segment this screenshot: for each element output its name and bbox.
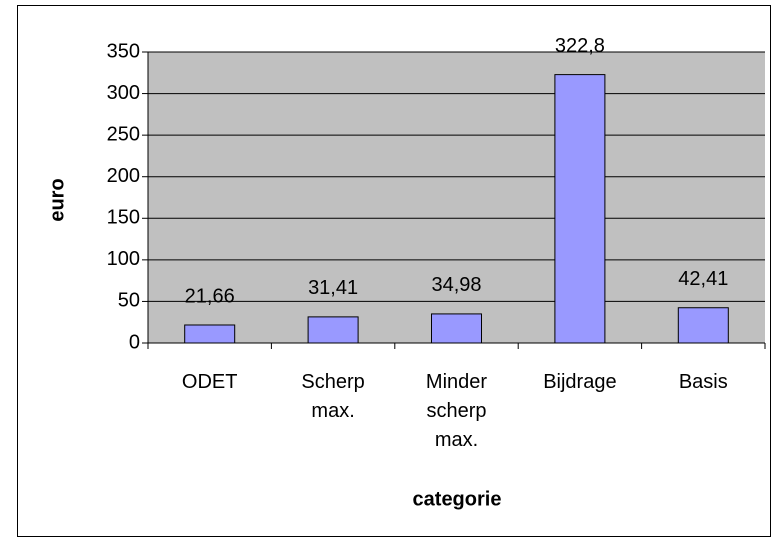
y-tick-label: 250 (107, 123, 140, 145)
value-label: 42,41 (678, 268, 728, 290)
y-tick-label: 100 (107, 248, 140, 270)
plot-area (148, 52, 765, 343)
bar (431, 313, 482, 344)
y-tick-label: 300 (107, 82, 140, 104)
y-tick-label: 0 (129, 331, 140, 353)
bar (307, 316, 359, 344)
x-tick-label: Minder scherp max. (426, 371, 487, 451)
value-label: 322,8 (555, 35, 605, 57)
value-label: 34,98 (431, 274, 481, 296)
x-tick-label: ODET (182, 371, 238, 393)
bar (554, 74, 606, 344)
y-tick-label: 50 (118, 290, 140, 312)
x-tick-label: Bijdrage (543, 371, 616, 393)
y-axis-label: euro (46, 178, 68, 221)
bar (184, 324, 236, 344)
y-tick-label: 150 (107, 207, 140, 229)
x-tick-label: Scherp max. (301, 371, 364, 422)
bar (677, 307, 729, 344)
value-label: 21,66 (185, 285, 235, 307)
y-tick-label: 350 (107, 40, 140, 62)
x-tick-label: Basis (679, 371, 728, 393)
value-label: 31,41 (308, 277, 358, 299)
x-axis-label: categorie (413, 488, 502, 510)
y-tick-label: 200 (107, 165, 140, 187)
